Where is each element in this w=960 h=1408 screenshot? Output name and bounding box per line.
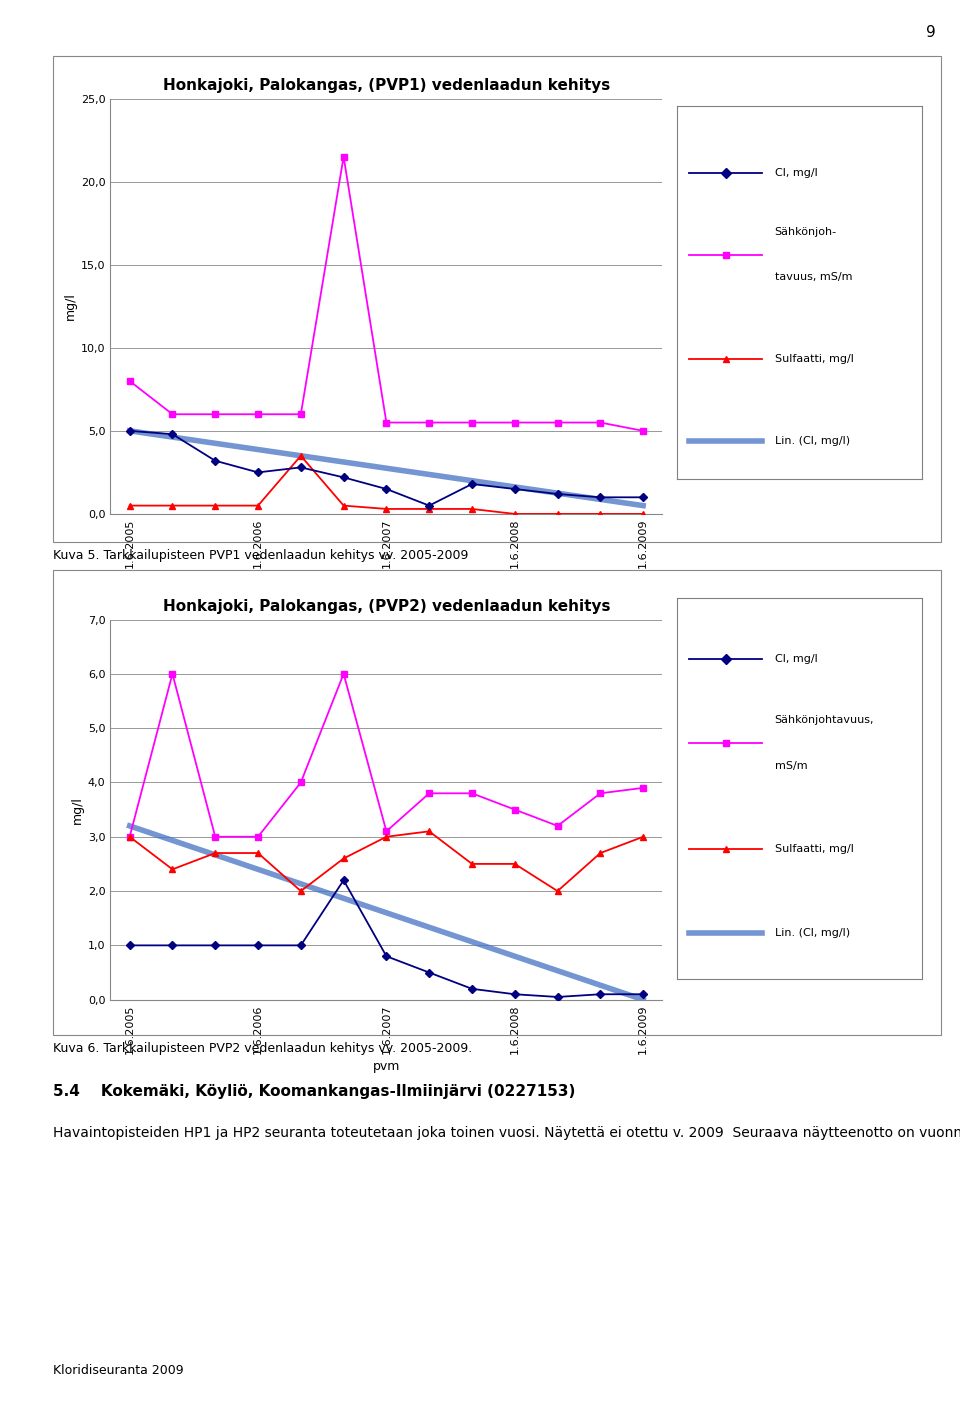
Text: Sähkönjoh-: Sähkönjoh- (775, 228, 837, 238)
Text: Sähkönjohtavuus,: Sähkönjohtavuus, (775, 715, 875, 725)
Text: Cl, mg/l: Cl, mg/l (775, 655, 818, 665)
Text: Lin. (Cl, mg/l): Lin. (Cl, mg/l) (775, 928, 850, 938)
Text: mS/m: mS/m (775, 760, 807, 770)
X-axis label: pvm: pvm (372, 1060, 400, 1073)
Text: Lin. (Cl, mg/l): Lin. (Cl, mg/l) (775, 436, 850, 446)
Text: tavuus, mS/m: tavuus, mS/m (775, 272, 852, 282)
Text: Havaintopisteiden HP1 ja HP2 seuranta toteutetaan joka toinen vuosi. Näytettä ei: Havaintopisteiden HP1 ja HP2 seuranta to… (53, 1126, 960, 1140)
Text: Sulfaatti, mg/l: Sulfaatti, mg/l (775, 355, 853, 365)
Text: 9: 9 (926, 25, 936, 41)
Text: Sulfaatti, mg/l: Sulfaatti, mg/l (775, 845, 853, 855)
Text: Cl, mg/l: Cl, mg/l (775, 168, 818, 177)
Text: Kuva 5. Tarkkailupisteen PVP1 vedenlaadun kehitys vv. 2005-2009: Kuva 5. Tarkkailupisteen PVP1 vedenlaadu… (53, 549, 468, 562)
Title: Honkajoki, Palokangas, (PVP2) vedenlaadun kehitys: Honkajoki, Palokangas, (PVP2) vedenlaadu… (162, 600, 611, 614)
Text: Kuva 6. Tarkkailupisteen PVP2 vedenlaadun kehitys vv. 2005-2009.: Kuva 6. Tarkkailupisteen PVP2 vedenlaadu… (53, 1042, 472, 1055)
Title: Honkajoki, Palokangas, (PVP1) vedenlaadun kehitys: Honkajoki, Palokangas, (PVP1) vedenlaadu… (163, 79, 610, 93)
Y-axis label: mg/l: mg/l (71, 796, 84, 824)
Y-axis label: mg/l: mg/l (63, 293, 77, 320)
Text: 5.4    Kokemäki, Köyliö, Koomankangas-Ilmiinjärvi (0227153): 5.4 Kokemäki, Köyliö, Koomankangas-Ilmii… (53, 1084, 575, 1100)
Text: Kloridiseuranta 2009: Kloridiseuranta 2009 (53, 1364, 183, 1377)
